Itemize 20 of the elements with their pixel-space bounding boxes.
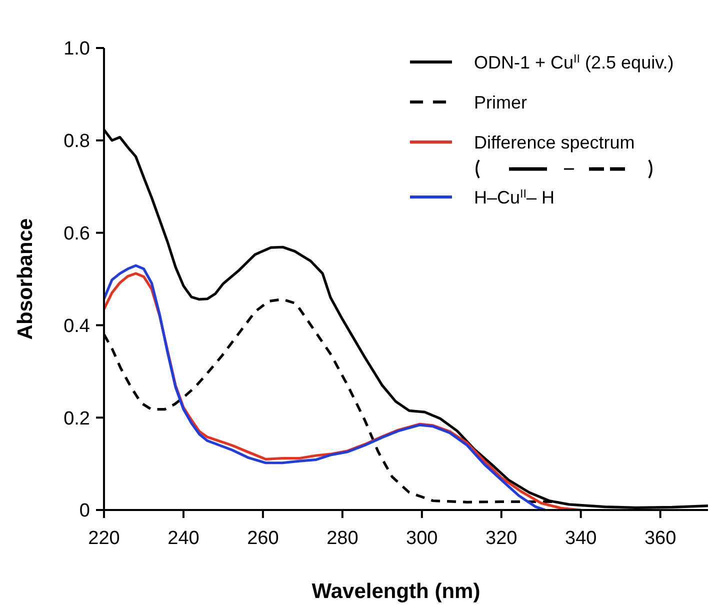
- y-tick-label: 0: [79, 500, 90, 522]
- legend-label: Primer: [474, 92, 528, 112]
- y-axis-title: Absorbance: [14, 218, 37, 340]
- x-tick-label: 240: [168, 528, 200, 549]
- legend-label: ODN-1 + Cu$^{II}$ (2.5 equiv.): [474, 52, 674, 72]
- x-tick-label: 260: [247, 528, 279, 549]
- y-tick-label: 0.4: [64, 316, 90, 337]
- x-tick-label: 300: [406, 528, 438, 549]
- y-tick-label: 0.8: [64, 131, 90, 152]
- legend-label: Difference spectrum: [474, 132, 635, 152]
- x-tick-label: 360: [644, 528, 676, 549]
- x-tick-label: 220: [88, 528, 120, 549]
- y-tick-label: 1.0: [64, 38, 90, 60]
- y-tick-label: 0.6: [64, 223, 90, 244]
- y-tick-label: 0.2: [64, 408, 90, 430]
- x-tick-label: 320: [486, 528, 518, 549]
- x-axis-title: Wavelength (nm): [312, 580, 480, 603]
- x-tick-label: 340: [564, 528, 597, 549]
- x-tick-label: 280: [326, 528, 358, 549]
- legend-label: H–Cu$^{II}$– H: [474, 186, 555, 208]
